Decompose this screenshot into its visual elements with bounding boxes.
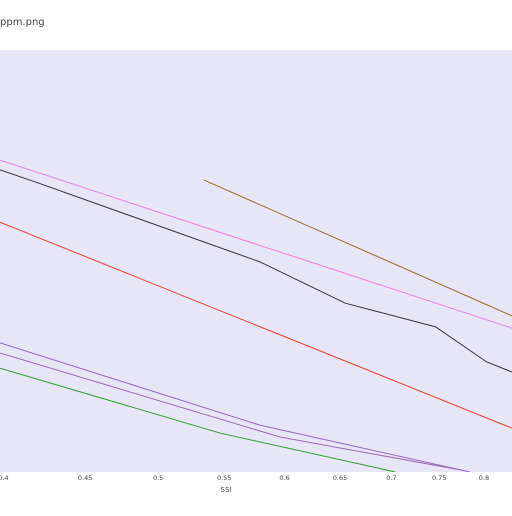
x-tick-label: 0.5 <box>153 474 163 482</box>
series-line <box>0 367 396 472</box>
series-line <box>0 169 512 373</box>
x-tick-label: 0.7 <box>386 474 396 482</box>
x-tick-label: 0.75 <box>432 474 446 482</box>
series-line <box>0 352 461 471</box>
x-tick-label: 0.55 <box>217 474 231 482</box>
x-tick-label: 0.4 <box>0 474 9 482</box>
series-line <box>203 179 512 317</box>
x-tick-label: 0.8 <box>479 474 489 482</box>
lines <box>0 159 512 472</box>
series-line <box>0 221 512 429</box>
x-tick-label: 0.6 <box>279 474 289 482</box>
chart-title: ppm.png <box>0 17 45 28</box>
series-line <box>0 159 512 329</box>
x-tick-label: 0.65 <box>333 474 347 482</box>
x-tick-label: 0.45 <box>78 474 92 482</box>
x-axis-label: SSI <box>221 486 232 494</box>
series-line <box>0 342 471 472</box>
